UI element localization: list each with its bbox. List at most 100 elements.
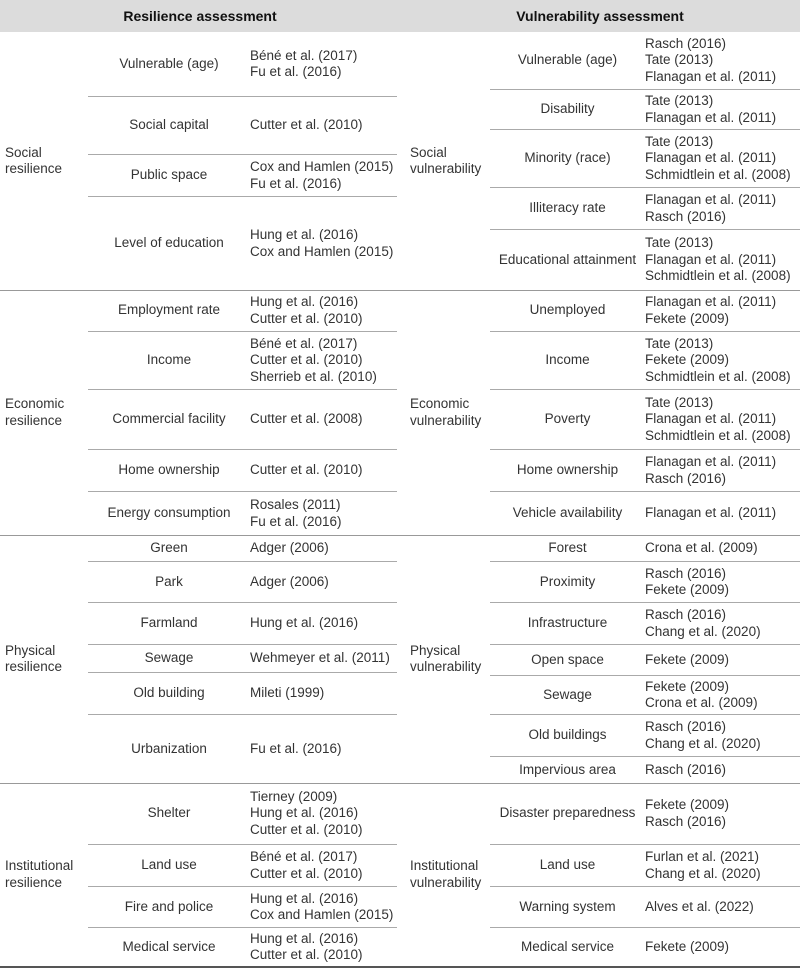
table-row: Social capital Cutter et al. (2010) — [88, 97, 397, 155]
reference: Hung et al. (2016) — [250, 890, 359, 906]
indicator-label: Home ownership — [516, 462, 619, 478]
reference: Tate (2013) — [645, 235, 714, 251]
reference-list: Fekete (2009) — [645, 645, 729, 675]
reference: Fekete (2009) — [645, 651, 730, 667]
reference-list: Hung et al. (2016) Cutter et al. (2010) — [250, 928, 363, 966]
reference: Chang et al. (2020) — [645, 735, 761, 751]
reference: Fekete (2009) — [645, 678, 730, 694]
indicator-label: Fire and police — [124, 898, 214, 914]
table-row: Shelter Tierney (2009) Hung et al. (2016) C… — [88, 783, 397, 845]
reference: Tate (2013) — [645, 133, 714, 149]
indicator-label: Vulnerable (age) — [517, 52, 618, 68]
reference: Tate (2013) — [645, 93, 714, 108]
reference: Adger (2006) — [250, 573, 329, 589]
reference: Hung et al. (2016) — [250, 615, 359, 631]
indicator-label: Educational attainment — [498, 251, 637, 267]
table-row: Open space Fekete (2009) — [490, 645, 800, 676]
reference: Tate (2013) — [645, 335, 714, 351]
table-row: Vulnerable (age) Rasch (2016) Tate (2013) F… — [490, 32, 800, 90]
reference: Tate (2013) — [645, 52, 714, 68]
reference-list: Béné et al. (2017) Cutter et al. (2010) Sh… — [250, 332, 377, 389]
reference: Flanagan et al. (2011) — [645, 68, 777, 84]
reference: Flanagan et al. (2011) — [645, 294, 777, 309]
reference: Cutter et al. (2010) — [250, 821, 363, 837]
reference-list: Mileti (1999) — [250, 673, 324, 714]
table-row: Disaster preparedness Fekete (2009) Rasch … — [490, 783, 800, 845]
reference: Rasch (2016) — [645, 208, 727, 224]
table-row: Disability Tate (2013) Flanagan et al. (20… — [490, 90, 800, 130]
reference-list: Hung et al. (2016) Cox and Hamlen (2015) — [250, 887, 393, 927]
category-group: Physical resilience Green Adger (2006) Park… — [0, 535, 400, 784]
indicator-label: Income — [545, 352, 590, 368]
category-group: Institutional resilience Shelter Tierney (… — [0, 783, 400, 967]
category-group: Economic resilience Employment rate Hung e… — [0, 290, 400, 536]
indicator-label: Commercial facility — [112, 411, 226, 427]
reference-list: Tate (2013) Flanagan et al. (2011) — [645, 90, 776, 129]
category-label: Social resilience — [5, 144, 63, 177]
indicator-label: Poverty — [544, 411, 591, 427]
reference: Cutter et al. (2010) — [250, 117, 363, 133]
reference: Fu et al. (2016) — [250, 64, 342, 79]
reference: Rasch (2016) — [645, 470, 727, 486]
reference-list: Flanagan et al. (2011) — [645, 492, 776, 535]
table-row: Public space Cox and Hamlen (2015) Fu et a… — [88, 155, 397, 197]
indicator-label: Old building — [133, 685, 205, 701]
reference: Fu et al. (2016) — [250, 740, 342, 756]
reference: Flanagan et al. (2011) — [645, 109, 777, 125]
reference: Hung et al. (2016) — [250, 805, 359, 821]
indicator-label: Shelter — [147, 805, 191, 821]
table-row: Minority (race) Tate (2013) Flanagan et al… — [490, 130, 800, 188]
category-group: Physical vulnerability Forest Crona et al.… — [400, 535, 800, 784]
category-group: Social vulnerability Vulnerable (age) Rasc… — [400, 32, 800, 291]
indicator-label: Land use — [141, 857, 197, 873]
reference: Fu et al. (2016) — [250, 175, 342, 191]
reference-list: Tate (2013) Fekete (2009) Schmidtlein et a… — [645, 332, 791, 389]
reference-list: Rasch (2016) Chang et al. (2020) — [645, 603, 761, 644]
reference: Chang et al. (2020) — [645, 865, 761, 881]
category-label: Social vulnerability — [410, 144, 482, 177]
reference: Flanagan et al. (2011) — [645, 411, 777, 427]
table-row: Forest Crona et al. (2009) — [490, 535, 800, 562]
indicator-label: Park — [155, 573, 183, 589]
reference: Schmidtlein et al. (2008) — [645, 427, 791, 443]
table-row: Home ownership Cutter et al. (2010) — [88, 450, 397, 492]
table-row: Infrastructure Rasch (2016) Chang et al. (… — [490, 603, 800, 645]
indicator-label: Minority (race) — [524, 150, 611, 166]
table-row: Farmland Hung et al. (2016) — [88, 603, 397, 645]
reference-list: Crona et al. (2009) — [645, 535, 758, 561]
indicator-label: Public space — [130, 167, 208, 183]
table-bottom-rule — [0, 966, 800, 968]
reference-list: Rasch (2016) — [645, 757, 726, 783]
table-row: Sewage Fekete (2009) Crona et al. (2009) — [490, 676, 800, 715]
reference: Schmidtlein et al. (2008) — [645, 268, 791, 284]
indicator-label: Farmland — [140, 615, 198, 631]
reference-list: Adger (2006) — [250, 562, 329, 602]
table-row: Old building Mileti (1999) — [88, 673, 397, 715]
reference-list: Wehmeyer et al. (2011) — [250, 645, 390, 672]
table-row: Illiteracy rate Flanagan et al. (2011) Ras… — [490, 188, 800, 230]
category-group: Institutional vulnerability Disaster prep… — [400, 783, 800, 967]
reference-list: Fu et al. (2016) — [250, 715, 342, 783]
reference: Tate (2013) — [645, 394, 714, 410]
reference-list: Rasch (2016) Fekete (2009) — [645, 562, 729, 602]
category-label: Economic resilience — [5, 396, 65, 428]
indicator-label: Land use — [539, 857, 596, 873]
indicator-label: Illiteracy rate — [529, 200, 606, 216]
reference-list: Rosales (2011) Fu et al. (2016) — [250, 492, 342, 535]
reference: Flanagan et al. (2011) — [645, 251, 777, 267]
vulnerability-header: Vulnerability assessment — [400, 0, 800, 32]
table-row: Employment rate Hung et al. (2016) Cutter … — [88, 290, 397, 332]
table-row: Land use Furlan et al. (2021) Chang et al.… — [490, 845, 800, 887]
indicator-label: Disaster preparedness — [499, 805, 636, 821]
category-label: Physical resilience — [5, 642, 63, 675]
reference: Flanagan et al. (2011) — [645, 150, 777, 166]
reference: Fekete (2009) — [645, 797, 730, 812]
reference-list: Hung et al. (2016) Cutter et al. (2010) — [250, 290, 363, 331]
indicator-label: Medical service — [122, 938, 216, 954]
table-row: Level of education Hung et al. (2016) Cox … — [88, 197, 397, 290]
reference-list: Fekete (2009) Crona et al. (2009) — [645, 676, 758, 714]
reference-list: Adger (2006) — [250, 535, 329, 561]
reference: Flanagan et al. (2011) — [645, 192, 777, 207]
indicator-label: Infrastructure — [527, 615, 608, 631]
reference: Schmidtlein et al. (2008) — [645, 166, 791, 182]
